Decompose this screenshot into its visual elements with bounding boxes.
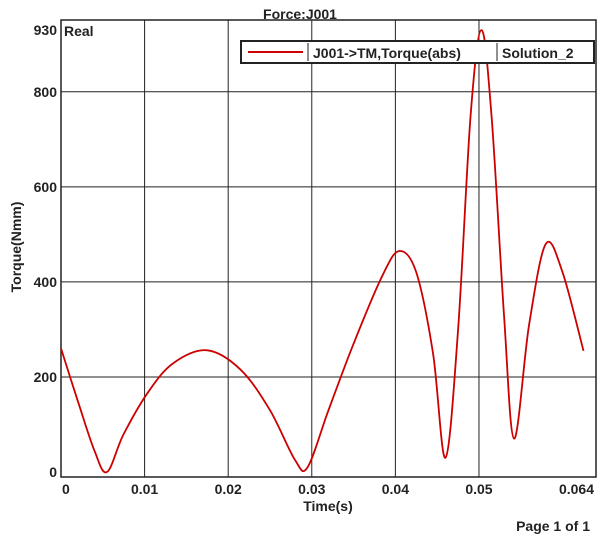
y-tick-label: 0 — [49, 464, 57, 480]
y-tick-label: 400 — [34, 274, 58, 290]
y-tick-label: 800 — [34, 84, 58, 100]
x-tick-label: 0.064 — [559, 481, 594, 497]
legend-solution: Solution_2 — [502, 45, 574, 61]
chart-title: Force:J001 — [263, 6, 337, 22]
x-axis-ticks: 0 0.01 0.02 0.03 0.04 0.05 0.064 — [62, 481, 594, 497]
y-tick-label: 930 — [34, 22, 58, 38]
legend-box — [240, 40, 595, 64]
x-tick-label: 0.04 — [382, 481, 409, 497]
y-axis-label: Torque(Nmm) — [8, 202, 24, 293]
x-tick-label: 0 — [62, 481, 70, 497]
x-tick-label: 0.02 — [215, 481, 242, 497]
page-indicator: Page 1 of 1 — [516, 518, 590, 534]
x-axis-label: Time(s) — [303, 498, 353, 514]
y-tick-label: 600 — [34, 179, 58, 195]
series-line — [60, 29, 585, 474]
grid — [61, 20, 596, 477]
legend: J001->TM,Torque(abs) Solution_2 — [240, 40, 595, 64]
y-axis-ticks: 0 200 400 600 800 930 — [34, 22, 58, 480]
y-tick-label: 200 — [34, 369, 58, 385]
x-tick-label: 0.05 — [465, 481, 492, 497]
plot-frame — [60, 19, 597, 478]
x-tick-label: 0.01 — [131, 481, 158, 497]
legend-series-name: J001->TM,Torque(abs) — [313, 45, 461, 61]
corner-label: Real — [64, 23, 94, 39]
x-tick-label: 0.03 — [298, 481, 325, 497]
